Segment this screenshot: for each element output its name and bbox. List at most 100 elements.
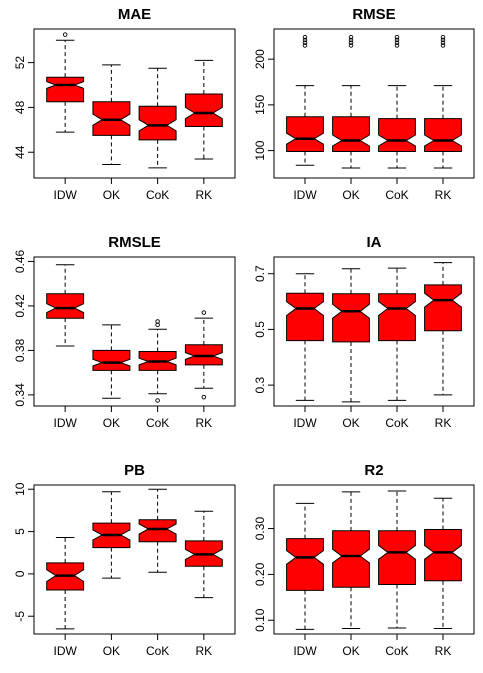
panel-1-box-rk-outlier-0 — [440, 43, 446, 48]
panel-1-box-cok-outlier-2 — [394, 37, 400, 43]
panel-1-box-rk-body — [424, 118, 462, 152]
panel-0-box-rk-body — [184, 93, 223, 127]
panel-4-title: PB — [124, 462, 145, 479]
panel-0-xtick-label-2: CoK — [146, 188, 169, 202]
panel-1-box-cok-outlier-0 — [394, 43, 400, 48]
panel-3-box-cok — [378, 267, 416, 401]
panel-1-box-idw-body — [286, 116, 324, 152]
panel-5-frame — [273, 484, 475, 635]
panel-2-ytick-label-1: 0.38 — [13, 338, 27, 362]
panel-2-xtick-label-3: RK — [196, 416, 213, 430]
panel-0-xtick-label-3: RK — [196, 188, 213, 202]
panel-4-box-cok-body — [138, 519, 177, 543]
panel-1-box-idw-outlier-3 — [302, 34, 308, 40]
panel-1-box-idw — [286, 34, 324, 166]
panel-5-xtick-label-0: IDW — [293, 644, 317, 658]
panel-rmse: RMSE 100 150 200 IDW OK CoK RK — [253, 6, 475, 202]
panel-2-box-rk-outlier-1 — [201, 310, 207, 315]
panel-1-box-cok-outlier-3 — [394, 34, 400, 40]
panel-5-ytick-label-1: 0.20 — [253, 562, 267, 586]
panel-4-frame — [33, 484, 236, 635]
panel-5-box-ok-body — [332, 530, 370, 588]
panel-2-box-rk — [184, 310, 223, 400]
panel-0-box-idw — [46, 32, 85, 133]
panel-3-ytick-label-2: 0.7 — [253, 265, 267, 282]
panel-1-title: RMSE — [352, 6, 395, 23]
panel-1-xtick-label-1: OK — [342, 188, 359, 202]
panel-1-frame — [273, 28, 475, 179]
panel-mae: MAE 44 48 52 IDW OK CoK RK — [13, 6, 236, 202]
panel-3-xtick-label-3: RK — [435, 416, 452, 430]
panel-3-box-idw — [286, 273, 324, 401]
panel-2-ytick-label-2: 0.42 — [13, 294, 27, 318]
panel-0-frame — [33, 28, 236, 179]
panel-5-title: R2 — [364, 462, 383, 479]
panel-1-box-rk-outlier-2 — [440, 37, 446, 43]
panel-4-box-rk — [184, 510, 223, 599]
panel-5-ytick-label-2: 0.30 — [253, 517, 267, 541]
panel-5-ytick-label-0: 0.10 — [253, 608, 267, 632]
panel-0-box-idw-outlier-0 — [62, 32, 68, 37]
panel-4-ytick-label-0: -5 — [13, 611, 27, 622]
panel-5-box-rk — [424, 497, 462, 629]
panel-0-box-cok-body — [138, 105, 177, 141]
panel-4-ytick-label-2: 5 — [13, 528, 27, 535]
panel-1-box-idw-outlier-2 — [302, 37, 308, 43]
panel-2-box-idw — [46, 264, 85, 347]
panel-1-box-ok-outlier-2 — [348, 37, 354, 43]
panel-1-box-ok-outlier-1 — [348, 40, 354, 45]
panel-4-box-ok — [92, 491, 131, 579]
panel-1-box-idw-outlier-1 — [302, 40, 308, 45]
panel-5-xtick-label-2: CoK — [385, 644, 408, 658]
panel-0-ytick-label-0: 44 — [13, 145, 27, 159]
panel-1-box-ok-outlier-0 — [348, 43, 354, 48]
panel-1-ytick-label-0: 100 — [253, 140, 267, 160]
panel-3-xtick-label-0: IDW — [293, 416, 317, 430]
panel-1-xtick-label-0: IDW — [293, 188, 317, 202]
panel-2-box-cok — [138, 319, 177, 403]
panel-1-box-idw-outlier-0 — [302, 43, 308, 48]
panel-0-xtick-label-1: OK — [103, 188, 120, 202]
panel-1-xtick-label-3: RK — [435, 188, 452, 202]
panel-2-ytick-label-3: 0.46 — [13, 249, 27, 273]
panel-3-ytick-label-0: 0.3 — [253, 376, 267, 393]
panel-5-box-cok — [378, 490, 416, 629]
panel-2-box-rk-outlier-0 — [201, 394, 207, 400]
panel-1-box-cok-outlier-1 — [394, 40, 400, 45]
panel-3-box-rk — [424, 262, 462, 396]
panel-2-xtick-label-2: CoK — [146, 416, 169, 430]
panel-5-box-ok — [332, 491, 370, 629]
panel-2-title: RMSLE — [108, 234, 161, 251]
panel-4-xtick-label-2: CoK — [146, 644, 169, 658]
panel-0-box-rk — [184, 59, 223, 160]
panel-3-box-ok — [332, 268, 370, 403]
panel-5-box-idw-body — [286, 538, 324, 591]
panel-3-box-rk-body — [424, 284, 462, 332]
panel-2-frame — [33, 256, 236, 407]
panel-1-box-ok-body — [332, 116, 370, 152]
panel-3-box-idw-body — [286, 292, 324, 342]
panel-0-ytick-label-1: 48 — [13, 100, 27, 114]
panel-2-box-idw-body — [46, 293, 85, 319]
panel-2-xtick-label-0: IDW — [53, 416, 77, 430]
panel-3-box-ok-body — [332, 293, 370, 343]
panel-rmsle: RMSLE 0.34 0.38 0.42 0.46 IDW OK CoK RK — [13, 234, 236, 430]
panel-2-box-cok-outlier-0 — [155, 398, 160, 403]
panel-4-box-cok — [138, 488, 177, 573]
panel-5-box-cok-body — [378, 530, 416, 585]
panel-1-box-rk-outlier-3 — [440, 34, 446, 40]
panel-3-xtick-label-2: CoK — [385, 416, 408, 430]
panel-3-frame — [273, 256, 475, 407]
panel-r2: R2 0.10 0.20 0.30 IDW OK CoK RK — [253, 462, 475, 658]
panel-1-box-ok-outlier-3 — [348, 34, 354, 40]
panel-2-box-ok-body — [92, 349, 131, 371]
panel-0-box-ok — [92, 64, 131, 166]
panel-2-xtick-label-1: OK — [103, 416, 120, 430]
panel-1-ytick-label-2: 200 — [253, 49, 267, 69]
panel-2-ytick-label-0: 0.34 — [13, 383, 27, 407]
panel-4-xtick-label-0: IDW — [53, 644, 77, 658]
panel-1-box-rk — [424, 34, 462, 169]
panel-4-box-idw — [46, 536, 85, 630]
panel-4-xtick-label-1: OK — [103, 644, 120, 658]
